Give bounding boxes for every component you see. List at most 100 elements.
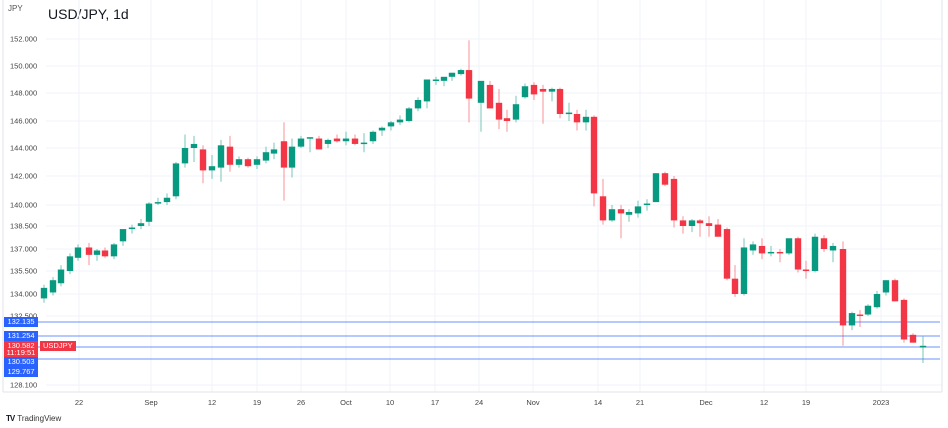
price-tick-label: 134.000 <box>10 289 38 299</box>
last-price-tag[interactable]: 11:19:51 <box>4 348 38 358</box>
candle-up <box>387 121 395 131</box>
candle-down <box>530 82 538 100</box>
candle-up <box>49 277 57 296</box>
last-price-tag[interactable]: 130.582 <box>4 341 38 351</box>
candle-up <box>882 280 890 296</box>
time-tick-label: 24 <box>474 398 484 407</box>
candle-up <box>324 138 332 148</box>
price-tick-label: 142.000 <box>10 171 38 181</box>
candle-up <box>608 205 616 222</box>
candle-down <box>465 40 473 123</box>
candle-up <box>829 242 837 263</box>
candle-down <box>199 145 207 184</box>
candle-up <box>288 138 296 178</box>
level-price-tag[interactable]: 132.135 <box>4 317 38 327</box>
candle-up <box>767 245 775 257</box>
candle-up <box>643 199 651 211</box>
candle-up <box>548 87 556 102</box>
candle-up <box>137 219 145 230</box>
candle-down <box>820 235 828 252</box>
time-tick-label: Nov <box>526 398 540 407</box>
candle-down <box>776 249 784 263</box>
candle-down <box>758 238 766 260</box>
level-price-tag[interactable]: 130.503 <box>4 357 38 367</box>
price-tick-label: 128.100 <box>10 380 38 390</box>
candles <box>40 40 927 364</box>
price-tick-label: 148.000 <box>10 88 38 98</box>
candle-up <box>625 209 633 222</box>
candle-up <box>154 197 162 205</box>
candle-up <box>919 336 927 364</box>
candle-down <box>495 88 503 130</box>
candle-up <box>634 200 642 218</box>
tradingview-logo[interactable]: TV TradingView <box>6 414 61 423</box>
candle-up <box>145 202 153 226</box>
candle-down <box>705 216 713 237</box>
candle-up <box>457 68 465 76</box>
candle-up <box>749 241 757 255</box>
grid-lines <box>46 0 942 392</box>
candle-down <box>909 333 917 343</box>
candle-down <box>351 134 359 146</box>
price-tick-label: 138.500 <box>10 221 38 231</box>
candle-up <box>40 284 48 303</box>
time-tick-label: 14 <box>593 398 603 407</box>
candle-down <box>679 216 687 234</box>
candle-down <box>839 241 847 346</box>
candle-up <box>297 135 305 148</box>
candle-down <box>486 80 494 109</box>
price-tick-label: 137.000 <box>10 244 38 254</box>
candle-up <box>414 97 422 112</box>
price-tick-label: 144.000 <box>10 143 38 153</box>
candle-up <box>378 126 386 136</box>
level-price-tag[interactable]: 129.767 <box>4 367 38 377</box>
candle-up <box>110 242 118 260</box>
time-tick-label: 19 <box>801 398 811 407</box>
time-tick-label: 12 <box>207 398 217 407</box>
candle-down <box>661 171 669 187</box>
candle-up <box>512 95 520 123</box>
candle-up <box>262 146 270 164</box>
price-tick-label: 152.000 <box>10 34 38 44</box>
candle-down <box>280 122 288 201</box>
candle-up <box>652 173 660 203</box>
candle-up <box>448 72 456 81</box>
level-price-tag[interactable]: 131.254 <box>4 331 38 341</box>
candle-up <box>688 219 696 233</box>
candle-up <box>163 193 171 205</box>
time-tick-label: 19 <box>252 398 262 407</box>
candle-down <box>573 109 581 131</box>
candle-up <box>582 109 590 131</box>
candle-up <box>270 142 278 160</box>
time-tick-label: 12 <box>759 398 769 407</box>
time-tick-label: 2023 <box>872 398 890 407</box>
candle-down <box>731 265 739 297</box>
candle-up <box>873 290 881 309</box>
candle-up <box>811 233 819 273</box>
candle-up <box>740 238 748 296</box>
price-tick-label: 135.500 <box>10 266 38 276</box>
candle-up <box>74 244 82 261</box>
candle-down <box>85 242 93 266</box>
price-tick-label: 150.000 <box>10 61 38 71</box>
candle-down <box>333 134 341 143</box>
candle-up <box>423 79 431 109</box>
price-tick-label: 132.500 <box>10 311 38 321</box>
time-tick-label: 22 <box>74 398 84 407</box>
candle-down <box>696 219 704 237</box>
candle-down <box>315 135 323 150</box>
time-tick-label: 17 <box>430 398 440 407</box>
candle-down <box>244 157 252 168</box>
time-tick-label: 26 <box>296 398 306 407</box>
candle-up <box>217 139 225 182</box>
candle-up <box>369 130 377 144</box>
candle-down <box>891 278 899 302</box>
symbol-tag: USDJPY <box>40 341 76 351</box>
candle-up <box>432 76 440 85</box>
candle-down <box>856 310 864 327</box>
candle-up <box>57 265 65 287</box>
candle-down <box>617 205 625 239</box>
candle-down <box>714 219 722 237</box>
